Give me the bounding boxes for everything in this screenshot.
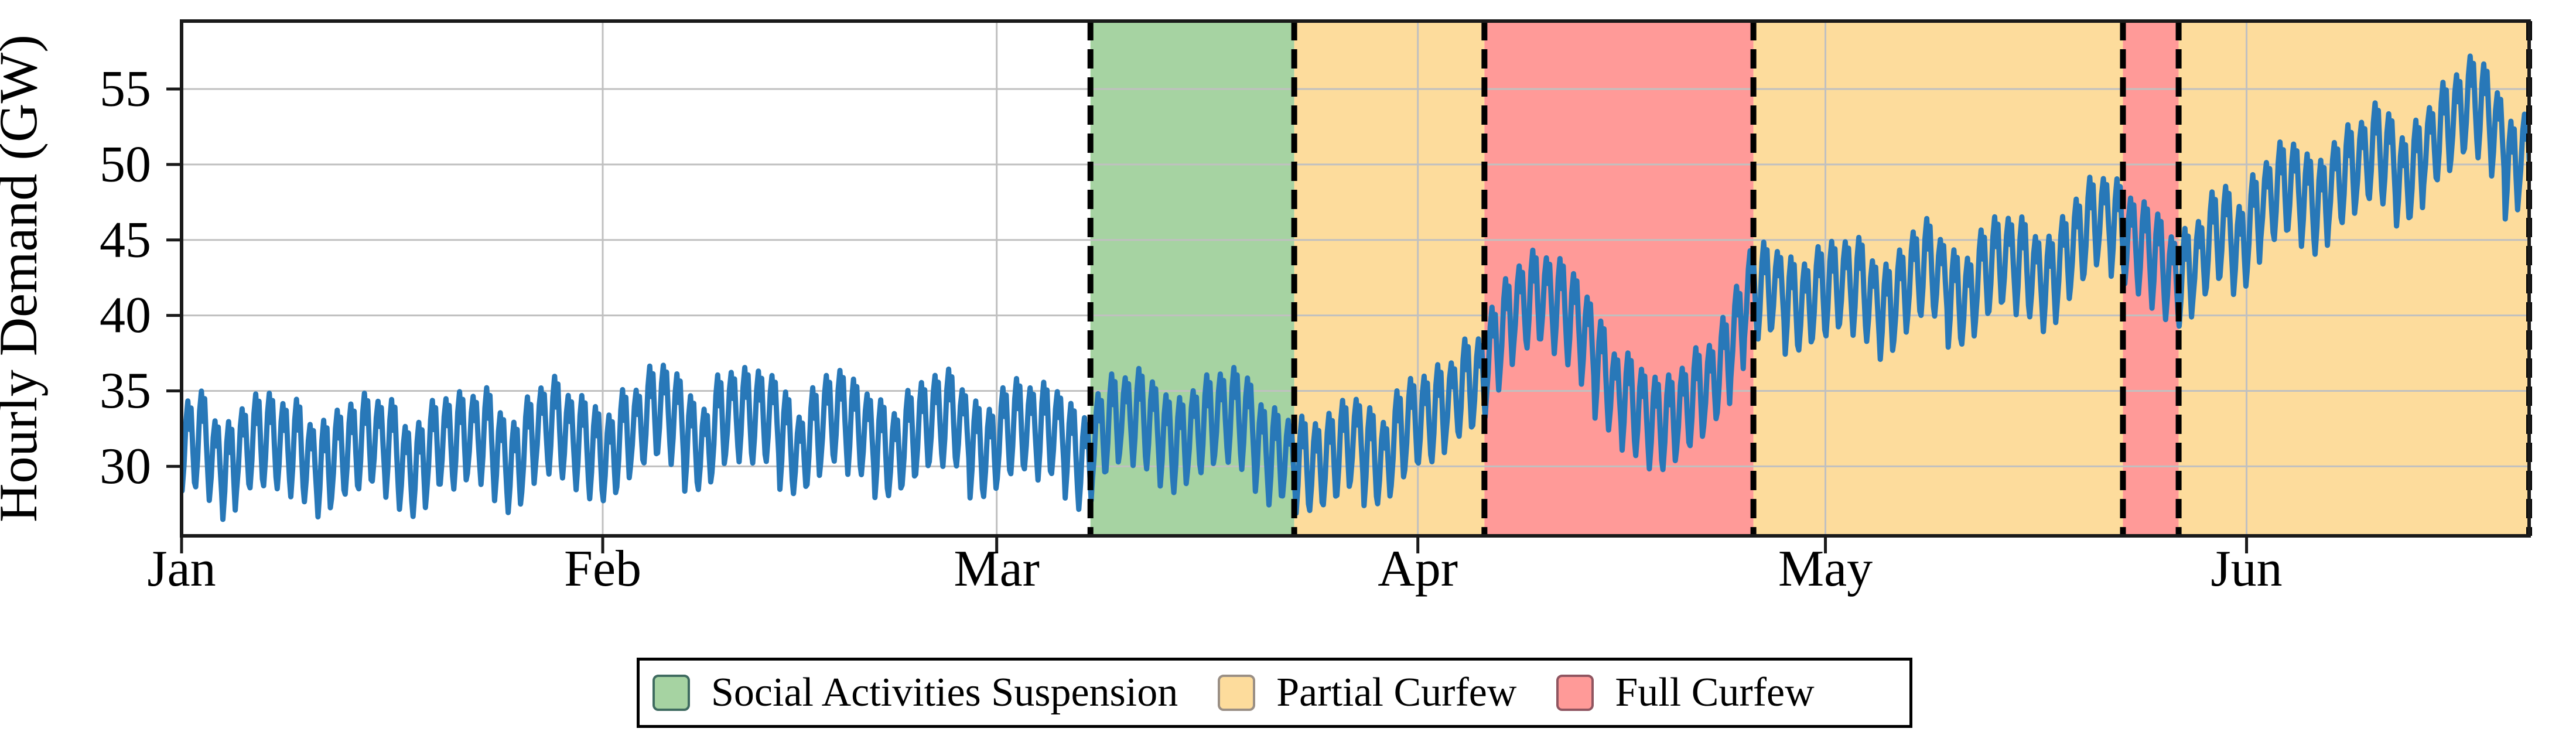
x-tick-label: Jun <box>2211 541 2282 597</box>
y-axis-label: Hourly Demand (GW) <box>0 35 48 522</box>
y-tick-label: 55 <box>100 60 151 117</box>
demand-line <box>182 53 2529 522</box>
x-tick-label: Apr <box>1378 541 1458 597</box>
legend-label: Social Activities Suspension <box>711 670 1178 715</box>
legend-swatch-green-icon <box>652 675 690 711</box>
legend-swatch-orange-icon <box>1218 675 1256 711</box>
legend-label: Full Curfew <box>1615 670 1815 715</box>
plot-border <box>180 19 2531 538</box>
x-tick-label: May <box>1778 541 1873 597</box>
legend-item-social-activities-suspension: Social Activities Suspension <box>652 672 1178 713</box>
y-tick-label: 30 <box>100 438 151 495</box>
x-tick-label: Mar <box>954 541 1040 597</box>
legend-item-full-curfew: Full Curfew <box>1556 670 1815 715</box>
legend-label: Partial Curfew <box>1276 670 1517 715</box>
x-tick-label: Feb <box>564 541 641 597</box>
y-tick-label: 45 <box>100 211 151 268</box>
legend-swatch-red-icon <box>1556 675 1594 711</box>
legend: Social Activities Suspension Partial Cur… <box>637 658 1912 728</box>
y-tick-label: 50 <box>100 136 151 193</box>
y-tick-label: 35 <box>100 362 151 419</box>
y-tick-label: 40 <box>100 287 151 344</box>
legend-item-partial-curfew: Partial Curfew <box>1218 672 1516 713</box>
x-tick-label: Jan <box>147 541 216 597</box>
